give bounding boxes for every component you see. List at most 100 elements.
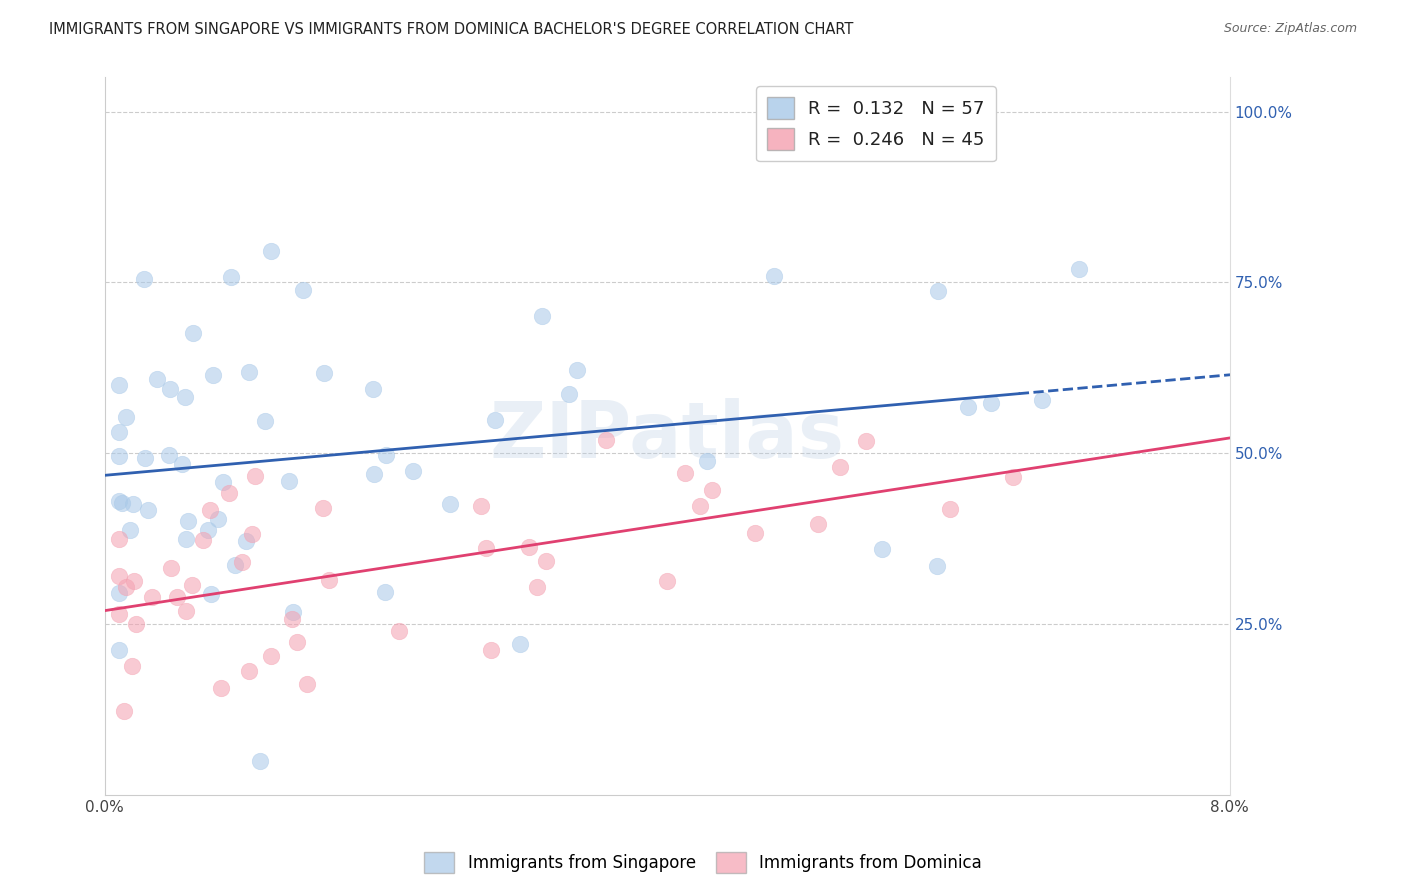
Point — [374, 448, 396, 462]
Text: Source: ZipAtlas.com: Source: ZipAtlas.com — [1223, 22, 1357, 36]
Point — [700, 483, 723, 497]
Point — [595, 433, 617, 447]
Point — [157, 449, 180, 463]
Point — [176, 514, 198, 528]
Point — [870, 542, 893, 557]
Point — [107, 643, 129, 657]
Point — [114, 409, 136, 424]
Point — [509, 636, 531, 650]
Point — [115, 580, 138, 594]
Point — [285, 635, 308, 649]
Point — [318, 573, 340, 587]
Point — [197, 523, 219, 537]
Point — [249, 754, 271, 768]
Point — [107, 378, 129, 392]
Point — [980, 396, 1002, 410]
Point — [181, 326, 204, 340]
Point — [107, 607, 129, 622]
Point — [122, 574, 145, 589]
Legend: R =  0.132   N = 57, R =  0.246   N = 45: R = 0.132 N = 57, R = 0.246 N = 45 — [756, 87, 995, 161]
Point — [146, 372, 169, 386]
Point — [235, 533, 257, 548]
Point — [744, 525, 766, 540]
Point — [107, 569, 129, 583]
Point — [536, 554, 558, 568]
Point — [374, 585, 396, 599]
Text: IMMIGRANTS FROM SINGAPORE VS IMMIGRANTS FROM DOMINICA BACHELOR'S DEGREE CORRELAT: IMMIGRANTS FROM SINGAPORE VS IMMIGRANTS … — [49, 22, 853, 37]
Point — [136, 503, 159, 517]
Point — [484, 412, 506, 426]
Point — [927, 284, 949, 298]
Point — [1031, 392, 1053, 407]
Point — [219, 270, 242, 285]
Point — [314, 366, 336, 380]
Point — [243, 469, 266, 483]
Point — [218, 486, 240, 500]
Point — [277, 475, 299, 489]
Point — [238, 365, 260, 379]
Point — [1001, 470, 1024, 484]
Point — [312, 501, 335, 516]
Point — [762, 268, 785, 283]
Point — [830, 460, 852, 475]
Point — [201, 368, 224, 382]
Point — [475, 541, 498, 555]
Point — [855, 434, 877, 449]
Point — [1067, 261, 1090, 276]
Point — [939, 502, 962, 516]
Point — [292, 283, 315, 297]
Point — [439, 497, 461, 511]
Point — [925, 559, 948, 574]
Point — [134, 450, 156, 465]
Point — [673, 466, 696, 480]
Point — [689, 500, 711, 514]
Point — [254, 414, 277, 428]
Point — [200, 587, 222, 601]
Point — [111, 496, 134, 510]
Text: ZIPatlas: ZIPatlas — [489, 398, 845, 474]
Point — [166, 591, 188, 605]
Point — [107, 586, 129, 600]
Point — [655, 574, 678, 589]
Point — [200, 502, 222, 516]
Point — [132, 272, 155, 286]
Point — [107, 450, 129, 464]
Point — [122, 497, 145, 511]
Point — [240, 527, 263, 541]
Point — [174, 390, 197, 404]
Point — [558, 387, 581, 401]
Point — [565, 362, 588, 376]
Point — [479, 643, 502, 657]
Point — [160, 561, 183, 575]
Point — [231, 556, 253, 570]
Point — [526, 580, 548, 594]
Point — [957, 401, 980, 415]
Point — [174, 533, 197, 547]
Point — [209, 681, 232, 695]
Point — [470, 499, 492, 513]
Point — [388, 624, 411, 638]
Point — [517, 540, 540, 554]
Point — [159, 382, 181, 396]
Point — [121, 658, 143, 673]
Legend: Immigrants from Singapore, Immigrants from Dominica: Immigrants from Singapore, Immigrants fr… — [418, 846, 988, 880]
Point — [361, 382, 384, 396]
Point — [295, 677, 318, 691]
Point — [281, 605, 304, 619]
Point — [125, 616, 148, 631]
Point — [696, 454, 718, 468]
Point — [112, 704, 135, 718]
Point — [224, 558, 246, 573]
Point — [191, 533, 214, 548]
Point — [807, 517, 830, 532]
Point — [280, 612, 302, 626]
Point — [207, 512, 229, 526]
Point — [260, 244, 283, 258]
Point — [107, 494, 129, 508]
Point — [181, 578, 204, 592]
Point — [260, 648, 283, 663]
Point — [238, 664, 260, 678]
Point — [141, 590, 163, 604]
Point — [363, 467, 385, 482]
Point — [174, 604, 197, 618]
